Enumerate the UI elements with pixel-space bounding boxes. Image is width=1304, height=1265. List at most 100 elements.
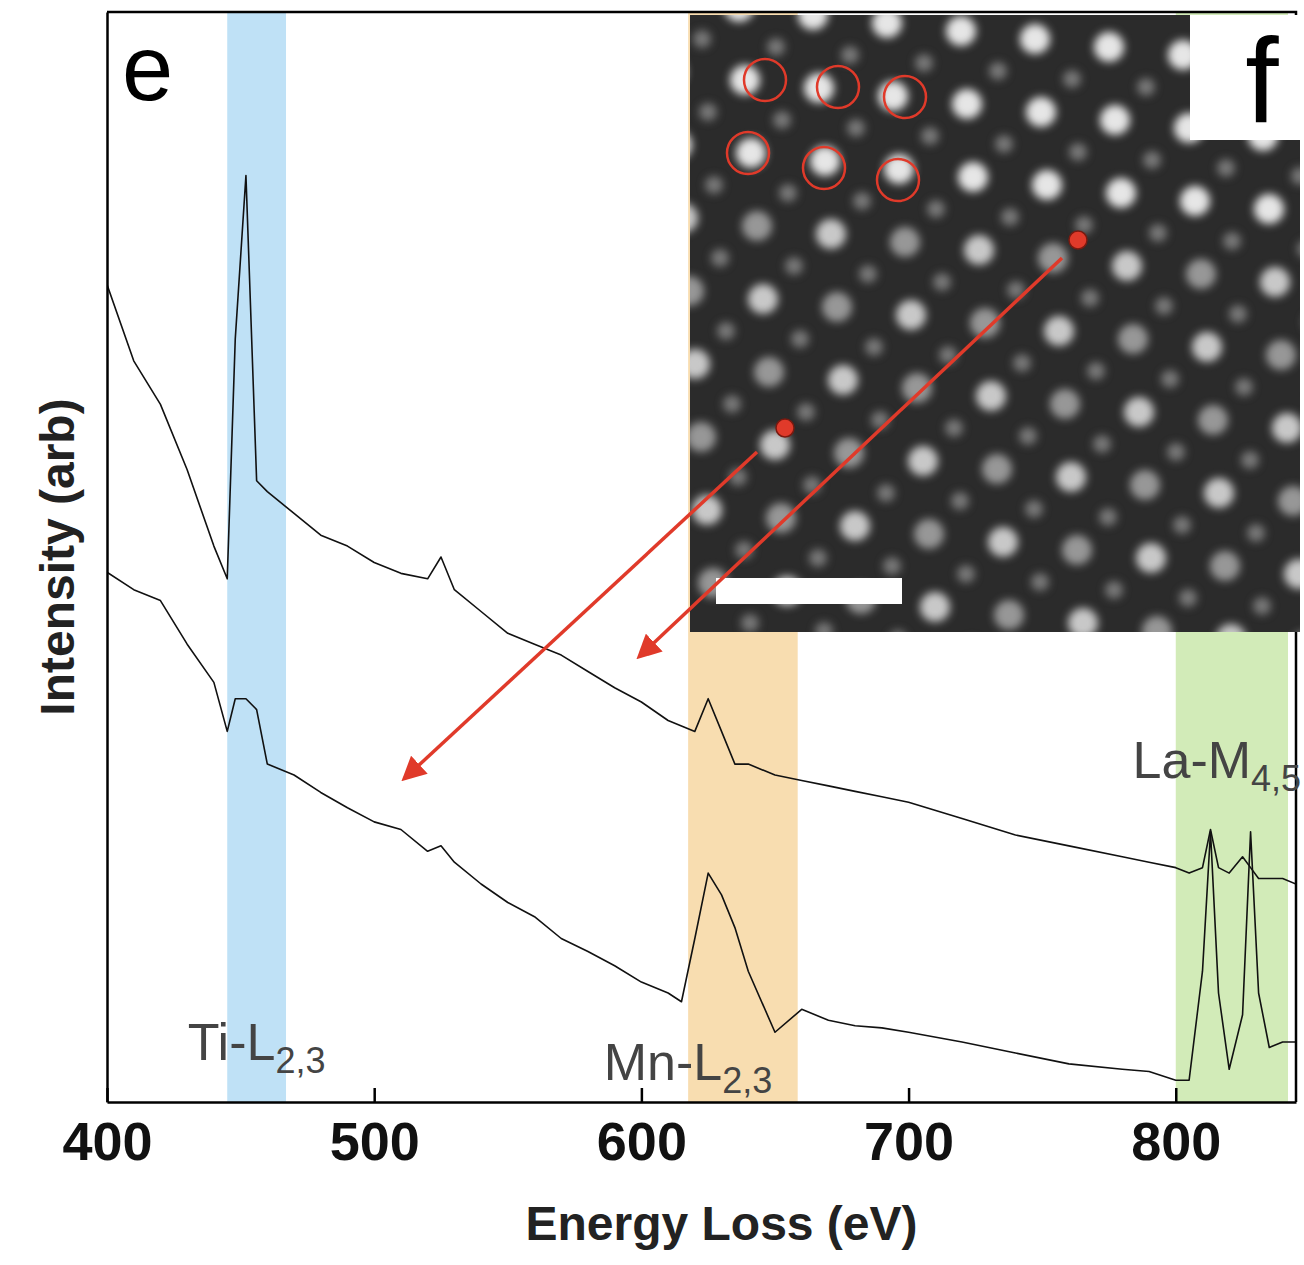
atom: [724, 15, 754, 22]
atom-minor: [1179, 589, 1197, 607]
x-tick-label: 700: [864, 1111, 954, 1171]
atom-minor: [1235, 378, 1253, 396]
y-axis-line: [106, 13, 109, 1103]
atom: [1032, 170, 1062, 200]
marked-atom: [817, 66, 859, 108]
atom-minor: [889, 630, 907, 632]
atom-minor: [1149, 224, 1167, 242]
atom: [1062, 535, 1092, 565]
x-tick-label: 800: [1131, 1111, 1221, 1171]
atom-minor: [989, 62, 1007, 80]
atom: [982, 454, 1012, 484]
atom: [1278, 486, 1300, 516]
arrow: [405, 452, 757, 778]
atom-minor: [705, 176, 723, 194]
panel-letter: e: [122, 17, 173, 119]
edge-label: La-M4,5: [1133, 731, 1302, 799]
atom-minor: [699, 103, 717, 121]
atom-minor: [767, 38, 785, 56]
atom: [822, 292, 852, 322]
atom-minor: [779, 184, 797, 202]
atom: [1180, 186, 1210, 216]
atom-minor: [1291, 167, 1300, 185]
atom-minor: [1155, 297, 1173, 315]
atom-minor: [859, 265, 877, 283]
atom-minor: [773, 111, 791, 129]
atom: [834, 438, 864, 468]
atom: [964, 235, 994, 265]
atom-minor: [1217, 159, 1235, 177]
atom-minor: [1099, 508, 1117, 526]
panel-letter: f: [1245, 13, 1279, 147]
marked-atom: [744, 59, 786, 101]
y-axis-title: Intensity (arb): [31, 398, 84, 715]
atom: [920, 592, 950, 622]
edge-band: [227, 12, 286, 1102]
atom: [1142, 616, 1172, 632]
atom: [1068, 608, 1098, 632]
atom: [896, 300, 926, 330]
edge-label-subscript: 4,5: [1251, 758, 1301, 799]
atom-minor: [1019, 427, 1037, 445]
atom-minor: [791, 330, 809, 348]
atom: [1124, 397, 1154, 427]
atom-minor: [1137, 78, 1155, 96]
atom-minor: [711, 249, 729, 267]
x-axis-title: Energy Loss (eV): [525, 1197, 917, 1250]
atom: [690, 203, 698, 233]
atom: [1198, 405, 1228, 435]
atom-minor: [927, 200, 945, 218]
atom-minor: [1001, 208, 1019, 226]
atom-minor: [785, 257, 803, 275]
atom-minor: [1167, 443, 1185, 461]
atom: [828, 365, 858, 395]
atom: [798, 15, 828, 30]
atom: [1106, 178, 1136, 208]
atom: [690, 422, 716, 452]
atom: [690, 276, 704, 306]
atom: [1020, 24, 1050, 54]
atom-minor: [945, 419, 963, 437]
atom-minor: [1241, 451, 1259, 469]
atom-minor: [741, 614, 759, 632]
marked-atom: [803, 147, 845, 189]
atom: [1216, 624, 1246, 632]
atom-minor: [1093, 435, 1111, 453]
atom: [914, 519, 944, 549]
edge-label-main: Ti-L: [188, 1013, 276, 1071]
atom: [890, 227, 920, 257]
x-tick-mark: [908, 1088, 911, 1102]
atom-minor: [1229, 305, 1247, 323]
atom: [1136, 543, 1166, 573]
atom: [1186, 259, 1216, 289]
atom: [1266, 340, 1296, 370]
atom-minor: [1173, 516, 1191, 534]
atom: [1130, 470, 1160, 500]
atom: [1118, 324, 1148, 354]
x-axis: 400500600700800: [62, 1088, 1296, 1171]
atom-minor: [1161, 370, 1179, 388]
atom-minor: [957, 565, 975, 583]
atom: [908, 446, 938, 476]
atom: [1272, 413, 1300, 443]
atom-minor: [797, 403, 815, 421]
atom-minor: [1025, 500, 1043, 518]
atom: [1204, 478, 1234, 508]
atom-minor: [847, 119, 865, 137]
scale-bar: [716, 578, 902, 604]
atom: [690, 349, 710, 379]
atom-minor: [995, 135, 1013, 153]
edge-label-subscript: 2,3: [275, 1040, 325, 1081]
atom: [1026, 97, 1056, 127]
atom-minor: [933, 273, 951, 291]
arrow: [640, 258, 1062, 656]
atom-minor: [803, 476, 821, 494]
atom-minor: [723, 395, 741, 413]
atom-minor: [815, 622, 833, 632]
x-tick: 500: [330, 1088, 420, 1171]
edge-label-main: Mn-L: [604, 1033, 722, 1091]
atom: [872, 15, 902, 38]
atom: [816, 219, 846, 249]
atom: [840, 511, 870, 541]
atom: [878, 81, 908, 111]
